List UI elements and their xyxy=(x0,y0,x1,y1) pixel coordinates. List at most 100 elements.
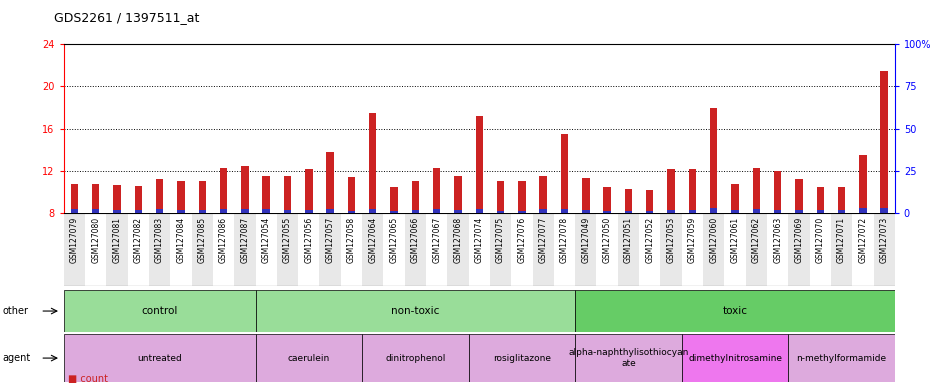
Bar xyxy=(361,334,468,382)
Bar xyxy=(773,171,781,213)
Bar xyxy=(85,213,106,286)
Bar xyxy=(341,213,361,286)
Text: GSM127059: GSM127059 xyxy=(687,217,696,263)
Text: agent: agent xyxy=(3,353,31,363)
Text: GSM127084: GSM127084 xyxy=(176,217,185,263)
Text: GSM127064: GSM127064 xyxy=(368,217,377,263)
Bar xyxy=(767,213,787,286)
Bar xyxy=(603,187,610,213)
Bar xyxy=(70,209,78,213)
Bar xyxy=(411,182,418,213)
Bar xyxy=(880,209,887,213)
Bar xyxy=(276,213,298,286)
Bar xyxy=(496,182,504,213)
Bar xyxy=(624,211,632,213)
Bar xyxy=(256,213,276,286)
Bar xyxy=(496,211,504,213)
Bar xyxy=(241,166,248,213)
Bar xyxy=(127,213,149,286)
Bar xyxy=(575,334,681,382)
Bar xyxy=(787,213,809,286)
Text: GSM127083: GSM127083 xyxy=(155,217,164,263)
Text: GSM127068: GSM127068 xyxy=(453,217,462,263)
Bar xyxy=(177,210,184,213)
Text: GSM127050: GSM127050 xyxy=(602,217,611,263)
Text: dinitrophenol: dinitrophenol xyxy=(385,354,445,362)
Text: GSM127052: GSM127052 xyxy=(645,217,653,263)
Bar xyxy=(539,209,547,213)
Bar xyxy=(149,213,170,286)
Text: GSM127085: GSM127085 xyxy=(197,217,207,263)
Bar xyxy=(837,187,844,213)
Text: other: other xyxy=(3,306,29,316)
Text: caerulein: caerulein xyxy=(287,354,329,362)
Bar xyxy=(702,213,724,286)
Text: GSM127087: GSM127087 xyxy=(241,217,249,263)
Text: GSM127049: GSM127049 xyxy=(580,217,590,263)
Text: GSM127081: GSM127081 xyxy=(112,217,122,263)
Bar xyxy=(617,213,638,286)
Bar xyxy=(709,108,717,213)
Bar xyxy=(220,209,227,213)
Bar xyxy=(681,213,702,286)
Bar xyxy=(518,182,525,213)
Bar xyxy=(624,189,632,213)
Bar xyxy=(518,211,525,213)
Bar xyxy=(198,182,206,213)
Bar xyxy=(553,213,575,286)
Bar xyxy=(475,116,482,213)
Bar xyxy=(446,213,468,286)
Bar xyxy=(234,213,256,286)
Bar xyxy=(369,209,376,213)
Text: GSM127080: GSM127080 xyxy=(91,217,100,263)
Text: GSM127058: GSM127058 xyxy=(346,217,356,263)
Bar xyxy=(809,213,830,286)
Bar xyxy=(858,209,866,213)
Bar xyxy=(113,210,121,213)
Text: untreated: untreated xyxy=(137,354,182,362)
Bar xyxy=(688,210,695,213)
Text: GSM127056: GSM127056 xyxy=(304,217,313,263)
Text: GSM127086: GSM127086 xyxy=(219,217,227,263)
Bar xyxy=(220,168,227,213)
Bar xyxy=(815,210,823,213)
Bar xyxy=(575,290,894,332)
Bar xyxy=(815,187,823,213)
Bar xyxy=(241,209,248,213)
Bar xyxy=(305,210,313,213)
Bar xyxy=(432,168,440,213)
Bar xyxy=(795,179,802,213)
Bar xyxy=(511,213,532,286)
Text: dimethylnitrosamine: dimethylnitrosamine xyxy=(687,354,782,362)
Text: GSM127062: GSM127062 xyxy=(751,217,760,263)
Bar xyxy=(155,179,163,213)
Text: GSM127076: GSM127076 xyxy=(517,217,526,263)
Bar xyxy=(92,209,99,213)
Bar xyxy=(752,168,759,213)
Bar xyxy=(404,213,426,286)
Bar xyxy=(262,209,270,213)
Bar xyxy=(596,213,617,286)
Bar xyxy=(106,213,127,286)
Text: GSM127065: GSM127065 xyxy=(389,217,398,263)
Bar xyxy=(645,190,652,213)
Text: GSM127060: GSM127060 xyxy=(709,217,717,263)
Bar xyxy=(390,211,398,213)
Bar xyxy=(170,213,191,286)
Bar xyxy=(724,213,745,286)
Text: GSM127054: GSM127054 xyxy=(261,217,271,263)
Text: GDS2261 / 1397511_at: GDS2261 / 1397511_at xyxy=(54,12,199,25)
Bar xyxy=(645,211,652,213)
Text: GSM127053: GSM127053 xyxy=(665,217,675,263)
Bar xyxy=(326,209,333,213)
Bar xyxy=(191,213,212,286)
Bar xyxy=(532,213,553,286)
Bar xyxy=(666,169,674,213)
Bar xyxy=(361,213,383,286)
Bar xyxy=(752,209,759,213)
Text: GSM127061: GSM127061 xyxy=(730,217,739,263)
Bar xyxy=(305,169,313,213)
Text: GSM127067: GSM127067 xyxy=(431,217,441,263)
Bar xyxy=(454,210,461,213)
Bar xyxy=(852,213,872,286)
